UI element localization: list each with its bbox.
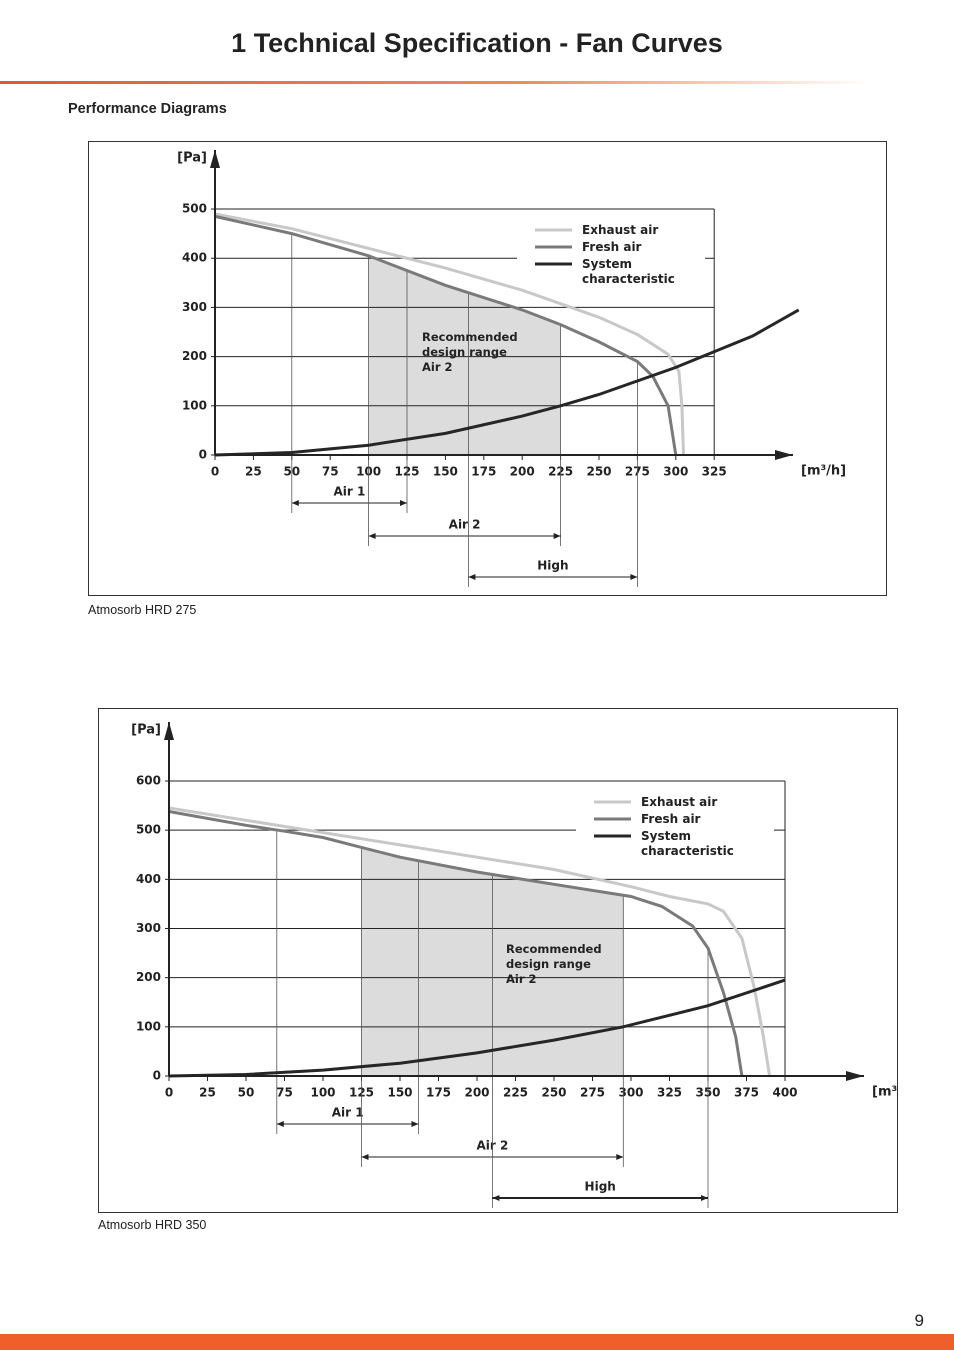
x-tick-label: 150 xyxy=(433,465,458,479)
y-tick-label: 400 xyxy=(136,872,161,886)
arrow-head xyxy=(468,574,476,580)
y-tick-label: 200 xyxy=(182,349,207,363)
range-label: Air 1 xyxy=(332,1106,364,1120)
arrow-head xyxy=(411,1121,419,1127)
y-tick-label: 200 xyxy=(136,970,161,984)
x-tick-label: 225 xyxy=(503,1086,528,1100)
x-tick-label: 50 xyxy=(238,1086,255,1100)
arrow-head xyxy=(616,1154,624,1160)
chart: 0 100 200 300 400 500 0 25 50 75 100 125 150 175 200 22… xyxy=(88,141,887,596)
x-axis-label: [m³/h] xyxy=(801,464,846,479)
x-tick-label: 75 xyxy=(276,1086,293,1100)
page-number: 9 xyxy=(914,1311,924,1330)
series-line xyxy=(214,214,678,456)
legend-bg xyxy=(517,214,705,293)
x-axis-label: [m³/h] xyxy=(872,1085,897,1100)
chart-caption: Atmosorb HRD 275 xyxy=(88,603,197,617)
axis-arrow xyxy=(775,450,793,460)
x-tick-label: 75 xyxy=(322,465,339,479)
axis-arrow xyxy=(210,150,220,168)
range-label: Air 2 xyxy=(449,518,481,532)
arrow-head xyxy=(553,533,561,539)
x-tick-label: 200 xyxy=(464,1086,489,1100)
series-line xyxy=(214,212,685,456)
y-tick-label: 600 xyxy=(136,774,161,788)
x-tick-label: 400 xyxy=(772,1086,797,1100)
x-tick-label: 25 xyxy=(245,465,262,479)
range-label: High xyxy=(537,559,568,573)
y-axis-label: [Pa] xyxy=(177,151,207,166)
design-range-shade xyxy=(368,255,561,455)
y-tick-label: 100 xyxy=(182,398,207,412)
legend-bg xyxy=(576,786,774,864)
axis-arrow xyxy=(846,1071,864,1081)
x-tick-label: 325 xyxy=(657,1086,682,1100)
x-tick-label: 200 xyxy=(510,465,535,479)
y-tick-label: 500 xyxy=(182,202,207,216)
section-heading: Performance Diagrams xyxy=(68,101,227,117)
x-tick-label: 325 xyxy=(702,465,727,479)
arrow-head xyxy=(368,533,376,539)
series-line xyxy=(168,806,772,1077)
range-label: High xyxy=(585,1180,616,1194)
x-tick-label: 25 xyxy=(199,1086,216,1100)
y-tick-label: 300 xyxy=(136,921,161,935)
x-tick-label: 375 xyxy=(734,1086,759,1100)
page-title: 1 Technical Specification - Fan Curves xyxy=(231,28,723,58)
series-line xyxy=(168,810,744,1077)
y-tick-label: 100 xyxy=(136,1019,161,1033)
legend-label: Exhaust air xyxy=(641,795,718,809)
arrow-head xyxy=(291,500,299,506)
x-tick-label: 250 xyxy=(541,1086,566,1100)
y-tick-label: 400 xyxy=(182,251,207,265)
arrow-head xyxy=(276,1121,284,1127)
y-tick-label: 300 xyxy=(182,300,207,314)
x-tick-label: 0 xyxy=(165,1086,173,1100)
legend-label: Exhaust air xyxy=(582,223,659,238)
series-line xyxy=(214,308,800,457)
arrow-head xyxy=(630,574,638,580)
arrow-head xyxy=(701,1195,708,1201)
legend-label: Fresh air xyxy=(582,240,642,255)
chart: 0 100 200 300 400 500 600 0 25 50 75 100 125 150 175 20… xyxy=(98,708,898,1213)
x-tick-label: 0 xyxy=(211,465,219,479)
annotation: Recommended design range Air 2 xyxy=(506,942,602,986)
legend-label: System characteristic xyxy=(582,257,675,287)
x-tick-label: 100 xyxy=(310,1086,335,1100)
axis-arrow xyxy=(164,722,174,740)
x-tick-label: 300 xyxy=(663,465,688,479)
series-line xyxy=(168,978,786,1078)
arrow-head xyxy=(492,1195,500,1201)
x-tick-label: 275 xyxy=(580,1086,605,1100)
arrow-head xyxy=(361,1154,369,1160)
y-tick-label: 0 xyxy=(153,1069,161,1083)
arrow-head xyxy=(400,500,407,506)
annotation: Recommended design range Air 2 xyxy=(422,330,518,374)
x-tick-label: 250 xyxy=(586,465,611,479)
header-rule xyxy=(0,81,870,84)
legend-label: System characteristic xyxy=(641,829,734,858)
x-tick-label: 300 xyxy=(618,1086,643,1100)
footer-bar xyxy=(0,1334,954,1350)
x-tick-label: 175 xyxy=(426,1086,451,1100)
chart-caption: Atmosorb HRD 350 xyxy=(98,1218,207,1232)
y-tick-label: 0 xyxy=(199,448,207,462)
y-axis-label: [Pa] xyxy=(131,723,161,738)
x-tick-label: 150 xyxy=(387,1086,412,1100)
range-label: Air 1 xyxy=(333,485,365,499)
x-tick-label: 175 xyxy=(471,465,496,479)
legend-label: Fresh air xyxy=(641,812,701,826)
y-tick-label: 500 xyxy=(136,823,161,837)
